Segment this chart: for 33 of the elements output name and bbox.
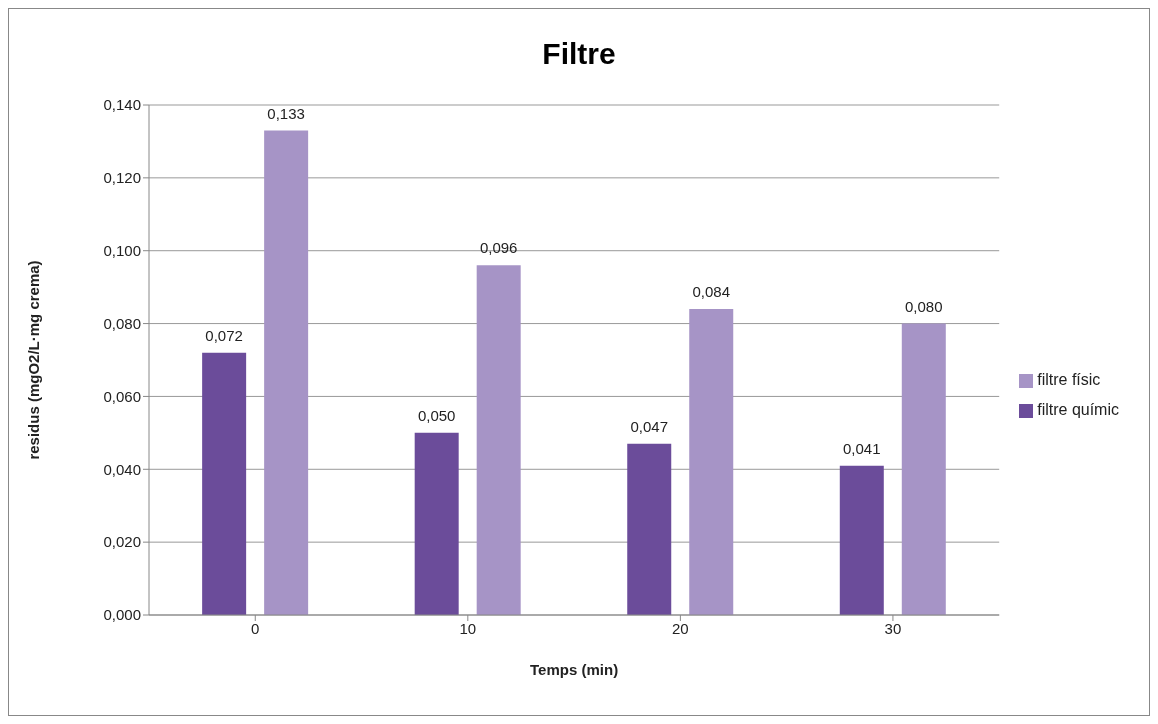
legend-label: filtre físic <box>1037 371 1101 388</box>
x-tick-label: 10 <box>459 619 477 637</box>
data-label: 0,096 <box>479 239 518 257</box>
bar <box>627 443 672 615</box>
data-label: 0,080 <box>905 297 943 315</box>
x-tick-label: 20 <box>672 619 689 637</box>
bar <box>264 130 309 615</box>
data-label: 0,041 <box>843 439 881 457</box>
x-tick-label: 0 <box>251 619 260 637</box>
y-tick-label: 0,080 <box>103 314 141 332</box>
data-label: 0,050 <box>417 406 456 424</box>
y-tick-label: 0,120 <box>103 169 141 187</box>
chart-title: Filtre <box>541 37 617 72</box>
y-tick-label: 0,100 <box>103 242 141 260</box>
x-tick-label: 30 <box>884 619 902 637</box>
bar <box>476 265 521 615</box>
data-label: 0,133 <box>267 104 305 122</box>
bar <box>901 323 946 615</box>
data-label: 0,072 <box>205 326 243 344</box>
bar <box>689 309 734 615</box>
x-axis-title: Temps (min) <box>530 661 619 678</box>
y-tick-label: 0,140 <box>103 96 141 114</box>
bar <box>414 432 459 615</box>
y-tick-label: 0,020 <box>103 533 141 551</box>
bar <box>202 352 247 615</box>
y-tick-label: 0,040 <box>103 460 141 478</box>
data-label: 0,047 <box>630 417 669 435</box>
y-axis-title: residus (mgO2/L·mg crema) <box>25 260 43 460</box>
y-tick-label: 0,000 <box>103 606 141 624</box>
legend-label: filtre químic <box>1037 401 1119 418</box>
bar <box>839 465 884 615</box>
data-label: 0,084 <box>692 283 731 300</box>
y-tick-label: 0,060 <box>103 387 141 405</box>
